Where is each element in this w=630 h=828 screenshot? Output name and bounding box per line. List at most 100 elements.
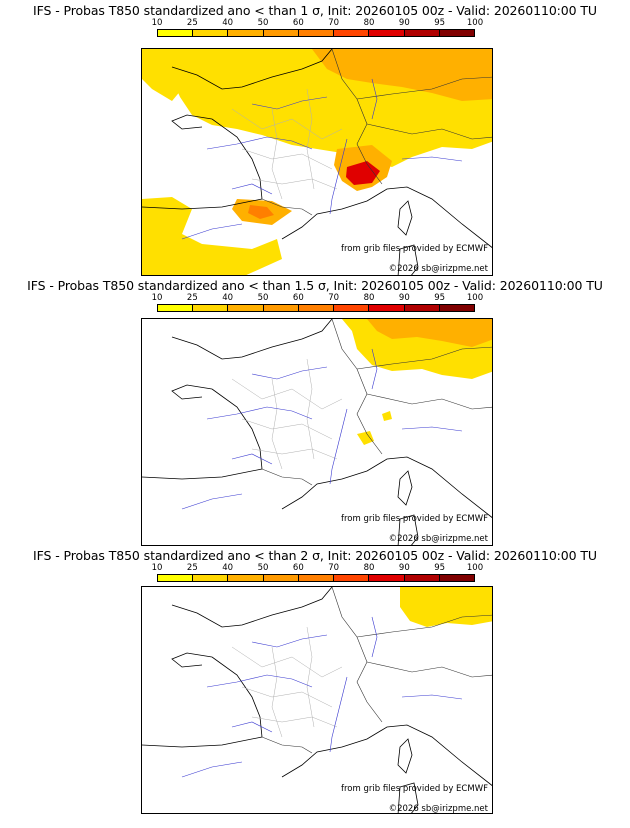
colorbar-tick-label: 100 [466,563,484,573]
border-pyrenees [261,198,313,216]
colorbar-tick-label: 95 [434,563,446,573]
colorbar-tick-label: 100 [466,18,484,28]
region-lines-1 [231,108,343,140]
coastlines [142,587,492,813]
coast-sardinia [397,514,419,545]
river-rhone [329,408,348,485]
colorbar-swatch [298,305,335,311]
colorbar-tick-label: 90 [398,563,410,573]
colorbar: 10 25 40 50 60 70 80 90 95 100 [152,18,484,43]
credit-text: from grib files provided by ECMWF [341,244,488,254]
prob-area-west [142,49,182,101]
coast-iberia-north [142,198,263,210]
coast-corsica [397,738,413,774]
colorbar-tick-label: 95 [434,293,446,303]
region-lines-5 [306,88,315,190]
border-pyrenees [261,468,313,486]
coast-atlantic [211,656,263,738]
map-svg: from grib files provided by ECMWF ©2026 … [142,49,492,275]
river-garonne [231,453,273,465]
map-svg: from grib files provided by ECMWF ©2026 … [142,587,492,814]
region-lines-2 [241,686,333,708]
colorbar-swatch [404,575,440,581]
river-loire [206,136,313,150]
country-borders [261,587,492,754]
coastlines [142,49,492,275]
copyright-text: ©2026 sb@irizpme.net [389,804,489,814]
region-lines-1 [231,646,343,678]
coast-britanny [171,114,213,130]
prob-area-north-orange [312,49,492,101]
colorbar-swatch [439,30,474,36]
region-lines-3 [251,716,338,728]
colorbar-swatch [298,30,335,36]
river-rhine [371,616,378,658]
colorbar-tick-label: 70 [328,563,340,573]
credit-text: from grib files provided by ECMWF [341,514,488,524]
colorbar-tick-label: 50 [257,293,269,303]
colorbar: 10 25 40 50 60 70 80 90 95 100 [152,563,484,588]
colorbar-tick-label: 80 [363,293,375,303]
coast-atlantic [211,388,263,470]
colorbar-swatch [158,30,194,36]
coast-iberia-north [142,468,263,480]
colorbar-swatch [193,305,229,311]
colorbar-swatch [228,575,264,581]
rivers [181,348,463,510]
river-ebro [181,493,243,510]
colorbar-swatch [369,575,405,581]
colorbar-swatch [404,30,440,36]
river-ebro [181,223,243,240]
river-garonne [231,721,273,733]
region-lines-5 [306,626,315,728]
border-germany [356,346,492,370]
colorbar-ticks: 10 25 40 50 60 70 80 90 95 100 [152,18,484,29]
colorbar-tick-label: 70 [328,293,340,303]
colorbar-swatch [158,575,194,581]
probability-shading [342,319,492,445]
prob-area-pyrenees-core [248,205,274,219]
map: from grib files provided by ECMWF ©2026 … [141,318,493,546]
border-france-east [331,587,383,723]
colorbar-tick-label: 60 [292,18,304,28]
colorbar-tick-label: 90 [398,18,410,28]
colorbar-ticks: 10 25 40 50 60 70 80 90 95 100 [152,563,484,574]
colorbar-swatch [298,575,335,581]
river-seine [251,96,328,110]
colorbar-swatch [228,305,264,311]
rivers [181,78,463,240]
map: from grib files provided by ECMWF ©2026 … [141,586,493,814]
colorbar-swatch [369,30,405,36]
panel-2sigma: IFS - Probas T850 standardized ano < tha… [0,548,630,818]
coast-iberia-north [142,736,263,748]
regional-borders [231,626,343,738]
coast-sardinia [397,782,419,813]
colorbar-tick-label: 90 [398,293,410,303]
region-lines-2 [241,148,333,170]
colorbar-ticks: 10 25 40 50 60 70 80 90 95 100 [152,293,484,304]
colorbar-tick-label: 40 [222,293,234,303]
coast-corsica [397,200,413,236]
panel-1-5sigma: IFS - Probas T850 standardized ano < tha… [0,278,630,548]
colorbar-swatch [334,30,370,36]
colorbar-tick-label: 50 [257,18,269,28]
rivers [181,616,463,778]
colorbar: 10 25 40 50 60 70 80 90 95 100 [152,293,484,318]
credit-text: from grib files provided by ECMWF [341,784,488,794]
colorbar-swatch [404,305,440,311]
colorbar-tick-label: 10 [151,563,163,573]
prob-area-alps-core [346,161,380,185]
border-alps-italy [366,661,492,678]
coast-med [281,724,492,786]
border-germany [356,614,492,638]
colorbar-tick-label: 60 [292,293,304,303]
probability-shading [142,49,492,275]
river-garonne [231,183,273,195]
river-loire [206,406,313,420]
regional-borders [231,88,343,200]
border-alps-italy [366,123,492,140]
colorbar-tick-label: 40 [222,18,234,28]
coast-britanny [171,384,213,400]
prob-area-northeast-orange [367,319,492,347]
colorbar-swatch [334,575,370,581]
